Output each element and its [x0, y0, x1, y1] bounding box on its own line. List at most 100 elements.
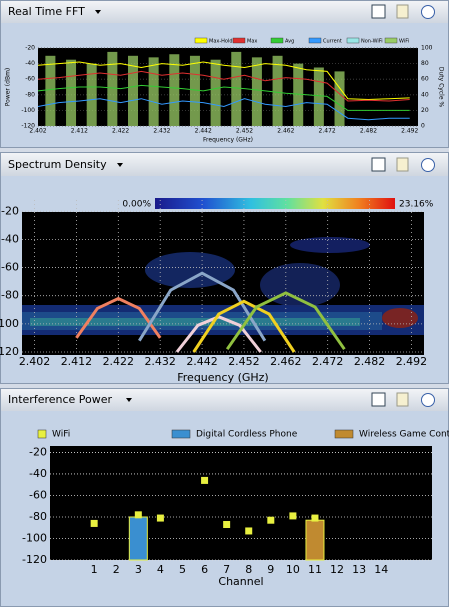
wifi-point — [91, 520, 98, 527]
colorbar — [155, 198, 395, 209]
x-tick-label: 2.442 — [186, 355, 218, 368]
x-tick-label: 2.442 — [195, 128, 212, 135]
y-tick-label: -40 — [1, 232, 19, 245]
y2-tick-label: 20 — [421, 107, 429, 114]
help-icon[interactable] — [422, 159, 435, 172]
y-tick-label: -100 — [22, 531, 47, 544]
wifi-point — [289, 512, 296, 519]
x-tick-label: 2.412 — [71, 128, 88, 135]
duty-bar — [335, 71, 345, 126]
panel-title: Spectrum Density — [8, 158, 107, 171]
interference-bar — [306, 520, 324, 560]
x-tick-label: 2.432 — [144, 355, 176, 368]
y-tick-label: -100 — [21, 107, 35, 114]
duty-bar — [211, 60, 221, 126]
panel-title: Real Time FFT — [8, 5, 85, 18]
x-tick-label: 2.402 — [19, 355, 51, 368]
move-icon[interactable] — [372, 5, 385, 18]
wifi-point — [311, 515, 318, 522]
x-tick-label: 14 — [374, 563, 388, 576]
legend-swatch — [271, 38, 283, 43]
app: Real Time FFT Spectrum Density Interfere — [0, 0, 449, 607]
duty-bar — [273, 56, 283, 126]
x-tick-label: 2.482 — [360, 128, 377, 135]
settings-icon[interactable] — [397, 5, 408, 18]
y-tick-label: -40 — [29, 467, 47, 480]
y-tick-label: -60 — [25, 76, 35, 83]
y-axis-title: Power (dBm) — [5, 68, 12, 107]
wifi-point — [223, 521, 230, 528]
legend-swatch — [347, 38, 359, 43]
y2-tick-label: 40 — [421, 91, 429, 98]
x-tick-label: 9 — [267, 563, 274, 576]
panel-title: Interference Power — [8, 393, 113, 406]
colorbar-label: 23.16% — [399, 200, 434, 210]
y-tick-label: -20 — [1, 204, 19, 217]
x-tick-label: 2.452 — [236, 128, 253, 135]
legend-label: Current — [323, 39, 342, 45]
x-tick-label: 12 — [330, 563, 344, 576]
wifi-point — [245, 527, 252, 534]
y2-tick-label: 80 — [421, 60, 429, 67]
x-axis-title: Frequency (GHz) — [177, 371, 268, 384]
wifi-point — [267, 517, 274, 524]
x-tick-label: 13 — [352, 563, 366, 576]
x-tick-label: 2.432 — [153, 128, 170, 135]
duty-bar — [190, 56, 200, 126]
y-tick-label: -40 — [25, 60, 35, 67]
legend-swatch — [195, 38, 207, 43]
legend-label: Max-Hold — [209, 39, 233, 45]
x-tick-label: 2.492 — [396, 355, 428, 368]
wifi-point — [201, 477, 208, 484]
legend-swatch — [233, 38, 245, 43]
legend-swatch — [172, 430, 190, 438]
duty-bar — [66, 60, 76, 126]
legend-label: Max — [247, 39, 257, 45]
legend-swatch — [335, 430, 353, 438]
x-tick-label: 2.452 — [228, 355, 260, 368]
y2-tick-label: 100 — [421, 45, 433, 52]
x-tick-label: 10 — [286, 563, 300, 576]
x-tick-label: 2.422 — [112, 128, 129, 135]
y-tick-label: -60 — [29, 488, 47, 501]
y-tick-label: -20 — [29, 445, 47, 458]
x-tick-label: 11 — [308, 563, 322, 576]
help-icon[interactable] — [422, 6, 435, 19]
x-tick-label: 2.462 — [270, 355, 302, 368]
duty-bar — [45, 56, 55, 126]
wifi-point — [135, 511, 142, 518]
duty-bar — [231, 52, 241, 126]
legend-swatch — [309, 38, 321, 43]
wifi-point — [157, 515, 164, 522]
legend-label: WiFi — [399, 39, 409, 45]
x-tick-label: 2.422 — [103, 355, 135, 368]
legend-swatch — [385, 38, 397, 43]
y2-tick-label: 0 — [421, 123, 425, 130]
y-tick-label: -120 — [22, 553, 47, 566]
x-tick-label: 2 — [113, 563, 120, 576]
legend-label: Avg — [285, 39, 294, 45]
y2-axis-title: Duty Cycle % — [438, 67, 445, 108]
x-axis-title: Frequency (GHz) — [203, 137, 253, 144]
settings-icon[interactable] — [397, 158, 408, 171]
x-tick-label: 6 — [201, 563, 208, 576]
legend-label: Non-WiFi — [361, 39, 383, 45]
y2-tick-label: 60 — [421, 76, 429, 83]
y-tick-label: -20 — [25, 45, 35, 52]
duty-bar — [252, 57, 262, 126]
legend-label: WiFi — [52, 430, 70, 440]
y-tick-label: -100 — [0, 317, 19, 330]
y-tick-label: -80 — [29, 510, 47, 523]
y-tick-label: -120 — [0, 345, 19, 358]
legend-swatch — [38, 430, 46, 438]
x-tick-label: 2.482 — [354, 355, 386, 368]
x-tick-label: 2.402 — [29, 128, 46, 135]
help-icon[interactable] — [422, 394, 435, 407]
move-icon[interactable] — [372, 393, 385, 406]
legend-label: Wireless Game Controller — [359, 430, 449, 440]
duty-bar — [107, 52, 117, 126]
colorbar-label: 0.00% — [122, 200, 151, 210]
move-icon[interactable] — [372, 158, 385, 171]
x-tick-label: 1 — [91, 563, 98, 576]
settings-icon[interactable] — [397, 393, 408, 406]
